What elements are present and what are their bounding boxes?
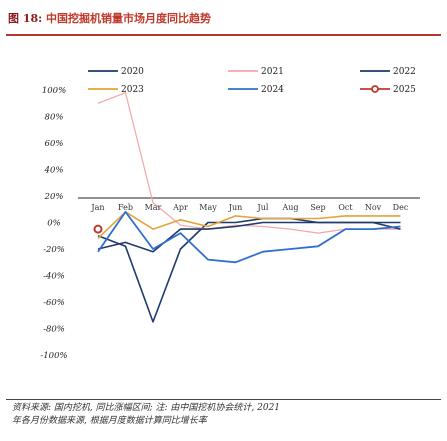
y-tick-label: -100%	[40, 351, 67, 361]
y-tick-label: 20%	[44, 192, 64, 202]
x-tick-label: Mar	[145, 203, 162, 212]
source-note: 资料来源: 国内挖机, 同比涨幅区间; 注: 由中国挖机协会统计, 2021 年…	[12, 402, 437, 428]
x-tick-label: Jul	[257, 203, 269, 212]
legend-label-2021: 2021	[261, 67, 284, 77]
legend-label-2022: 2022	[393, 67, 416, 77]
y-tick-label: 80%	[45, 113, 64, 123]
x-tick-label: May	[199, 203, 217, 212]
x-tick-label: Oct	[338, 203, 353, 212]
legend-marker-2025	[371, 85, 379, 93]
x-tick-label: Nov	[365, 203, 382, 212]
series-line-2024	[97, 210, 401, 264]
source-line-2: 年各月份数据来源, 根据月度数据计算同比增长率	[12, 416, 207, 426]
x-tick-label: Jun	[228, 203, 243, 212]
title-rule	[6, 34, 441, 36]
x-tick-label: Aug	[281, 203, 298, 212]
x-tick-label: Apr	[172, 203, 188, 212]
y-tick-label: 100%	[42, 86, 66, 96]
x-tick-label: Feb	[118, 203, 133, 212]
footer-rule	[6, 399, 441, 400]
figure-title: 图 18: 中国挖掘机销量市场月度同比趋势	[8, 10, 211, 26]
series-line-2022	[97, 221, 401, 253]
figure-title-text: 中国挖掘机销量市场月度同比趋势	[46, 12, 212, 25]
x-tick-label: Dec	[393, 203, 409, 212]
series-line-2020	[97, 217, 401, 323]
figure-label: 图 18:	[8, 12, 43, 25]
y-tick-label: 0%	[47, 219, 61, 229]
y-tick-label: -20%	[43, 245, 65, 255]
x-tick-label: Jan	[90, 203, 104, 212]
legend-label-2025: 2025	[393, 85, 416, 95]
y-tick-label: 60%	[45, 139, 64, 149]
chart: 100% 80% 60% 40% 20% 0% -20% -40% -60% -80% -100% J…	[40, 67, 420, 361]
legend-label-2023: 2023	[121, 85, 144, 95]
y-tick-label: -60%	[43, 298, 65, 308]
y-tick-label: -40%	[43, 272, 65, 282]
y-tick-label: -80%	[43, 325, 65, 335]
legend-label-2024: 2024	[261, 85, 284, 95]
x-tick-label: Sep	[310, 203, 325, 212]
data-point-2025	[93, 224, 103, 234]
series-line-2023	[97, 211, 401, 239]
source-line-1: 资料来源: 国内挖机, 同比涨幅区间; 注: 由中国挖机协会统计, 2021	[12, 403, 281, 413]
series-line-2021	[97, 92, 401, 234]
legend-label-2020: 2020	[121, 67, 144, 77]
y-tick-label: 40%	[44, 166, 64, 176]
